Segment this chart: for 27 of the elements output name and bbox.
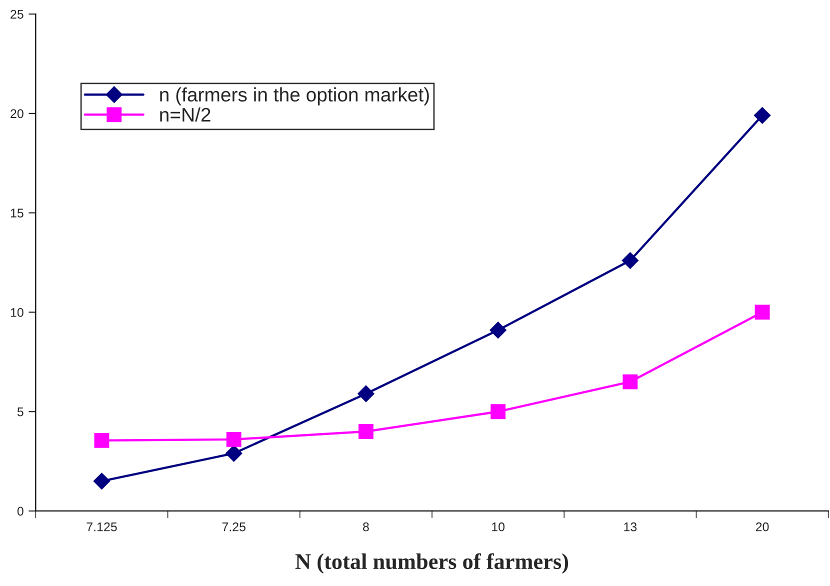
point bbox=[622, 374, 638, 390]
point bbox=[358, 385, 374, 402]
legend-label: n=N/2 bbox=[160, 107, 210, 122]
point bbox=[226, 432, 242, 447]
point bbox=[622, 252, 639, 269]
point bbox=[754, 107, 771, 124]
x-tick-label: 13 bbox=[624, 522, 637, 532]
legend-label: n (farmers in the option market) bbox=[160, 87, 429, 106]
y-tick-label: 0 bbox=[17, 506, 24, 516]
point bbox=[754, 304, 770, 320]
x-tick-label: 8 bbox=[363, 522, 369, 532]
x-tick-label: 7.125 bbox=[86, 522, 117, 532]
y-tick-label: 10 bbox=[10, 308, 24, 317]
y-tick-label: 5 bbox=[17, 408, 24, 416]
x-tick-label: 20 bbox=[756, 522, 769, 532]
y-tick-label: 25 bbox=[10, 10, 24, 19]
point bbox=[490, 404, 506, 420]
point bbox=[225, 444, 242, 462]
point bbox=[358, 424, 374, 439]
y-tick-label: 20 bbox=[10, 109, 24, 118]
point bbox=[93, 472, 110, 490]
x-axis-title: N (total numbers of farmers) bbox=[295, 553, 568, 574]
x-tick-label: 10 bbox=[492, 522, 505, 532]
x-tick-label: 7.25 bbox=[222, 522, 246, 532]
point bbox=[490, 322, 506, 338]
y-tick-label: 15 bbox=[10, 208, 24, 218]
point bbox=[94, 432, 110, 448]
